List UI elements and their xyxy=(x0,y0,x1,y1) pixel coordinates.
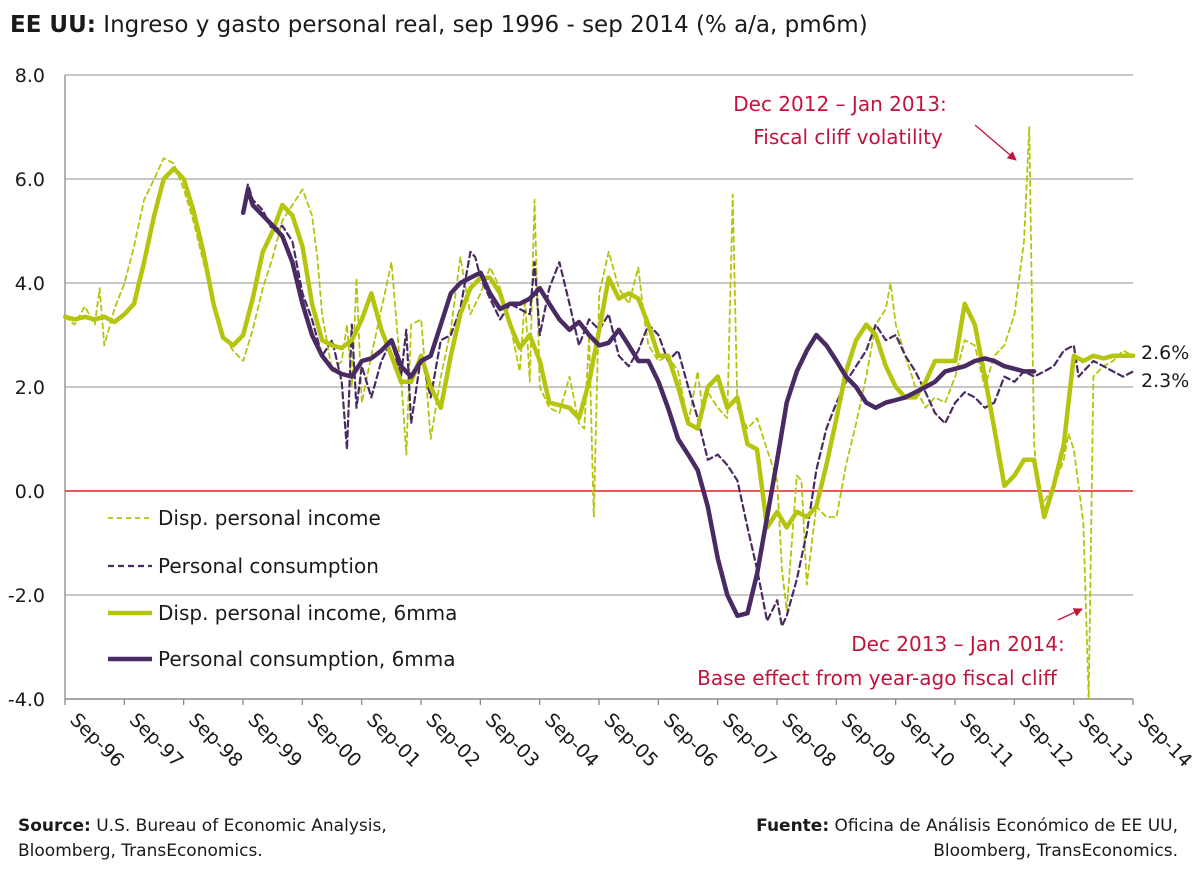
legend-label-2: Personal consumption xyxy=(158,554,379,578)
chart-title: EE UU: Ingreso y gasto personal real, se… xyxy=(10,12,868,38)
legend-label-3: Disp. personal income, 6mma xyxy=(158,601,457,625)
y-tick-label: 2.0 xyxy=(15,377,45,399)
y-tick-label: 0.0 xyxy=(15,481,45,503)
source-right: Fuente: Oficina de Análisis Económico de… xyxy=(756,814,1178,864)
x-tick-label: Sep-09 xyxy=(837,709,900,772)
source-left-line1: U.S. Bureau of Economic Analysis, xyxy=(96,816,387,836)
legend: Disp. personal income Personal consumptio… xyxy=(108,506,457,671)
x-tick-label: Sep-14 xyxy=(1133,709,1196,772)
series-line-3 xyxy=(62,166,1136,530)
source-left-line2: Bloomberg, TransEconomics. xyxy=(18,841,263,861)
x-tick-label: Sep-06 xyxy=(659,709,722,772)
x-axis-ticks: Sep-96Sep-97Sep-98Sep-99Sep-00Sep-01Sep-… xyxy=(64,699,1196,772)
series-line-1 xyxy=(64,126,1135,700)
x-tick-label: Sep-07 xyxy=(718,709,781,772)
y-tick-label: 6.0 xyxy=(15,169,45,191)
annotation-2-arrow xyxy=(1057,608,1083,621)
y-axis-ticks: 8.0 6.0 4.0 2.0 0.0 -2.0 -4.0 xyxy=(8,65,45,711)
end-label-income: 2.6% xyxy=(1141,342,1189,364)
series-line-4 xyxy=(240,187,1037,619)
x-tick-label: Sep-96 xyxy=(65,709,128,772)
annotation-1-line-1: Dec 2012 – Jan 2013: xyxy=(733,92,947,116)
end-label-consumption: 2.3% xyxy=(1141,370,1189,392)
x-tick-label: Sep-97 xyxy=(125,709,188,772)
legend-label-4: Personal consumption, 6mma xyxy=(158,647,456,671)
x-tick-label: Sep-05 xyxy=(599,709,662,772)
series-lines xyxy=(62,126,1136,700)
x-tick-label: Sep-08 xyxy=(777,709,840,772)
x-tick-label: Sep-00 xyxy=(303,709,366,772)
x-tick-label: Sep-13 xyxy=(1074,709,1137,772)
y-tick-label: 8.0 xyxy=(15,65,45,87)
source-left-label: Source: xyxy=(18,816,91,836)
annotation-2-line-2: Base effect from year-ago fiscal cliff xyxy=(697,666,1058,690)
end-labels: 2.6% 2.3% xyxy=(1141,342,1189,392)
source-left: Source: U.S. Bureau of Economic Analysis… xyxy=(18,814,387,864)
x-tick-label: Sep-10 xyxy=(896,709,959,772)
annotation-1-arrow xyxy=(974,124,1017,161)
x-tick-label: Sep-98 xyxy=(184,709,247,772)
x-tick-label: Sep-02 xyxy=(421,709,484,772)
y-tick-label: -2.0 xyxy=(8,585,45,607)
annotation-1-line-2: Fiscal cliff volatility xyxy=(753,125,943,149)
annotations: Dec 2012 – Jan 2013: Fiscal cliff volatil… xyxy=(697,92,1083,690)
chart-title-rest: Ingreso y gasto personal real, sep 1996 … xyxy=(103,12,868,38)
y-tick-label: 4.0 xyxy=(15,273,45,295)
x-tick-label: Sep-99 xyxy=(243,709,306,772)
x-tick-label: Sep-11 xyxy=(955,709,1018,772)
x-tick-label: Sep-12 xyxy=(1015,709,1078,772)
y-tick-label: -4.0 xyxy=(8,689,45,711)
x-tick-label: Sep-04 xyxy=(540,709,603,772)
source-right-line1: Oficina de Análisis Económico de EE UU, xyxy=(834,816,1178,836)
annotation-2-line-1: Dec 2013 – Jan 2014: xyxy=(851,632,1065,656)
legend-label-1: Disp. personal income xyxy=(158,506,381,530)
x-tick-label: Sep-01 xyxy=(362,709,425,772)
source-right-label: Fuente: xyxy=(756,816,830,836)
x-tick-label: Sep-03 xyxy=(481,709,544,772)
source-right-line2: Bloomberg, TransEconomics. xyxy=(933,841,1178,861)
chart-title-bold: EE UU: xyxy=(10,12,96,38)
